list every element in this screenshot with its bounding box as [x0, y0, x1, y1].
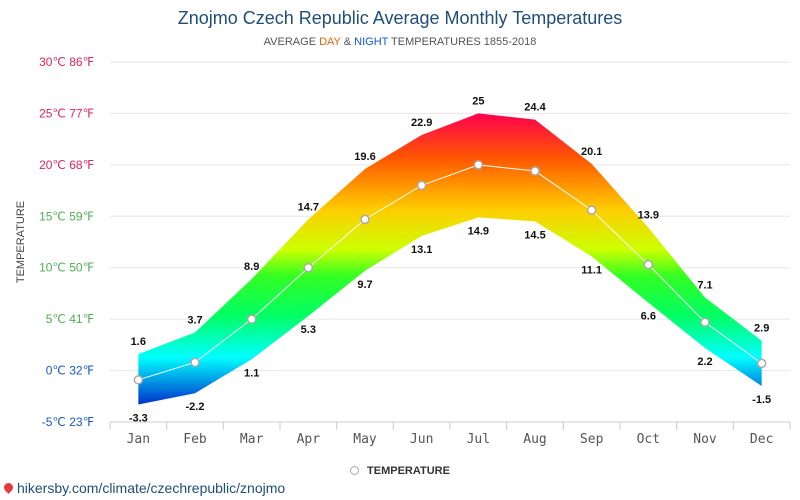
subtitle-night: NIGHT	[354, 36, 389, 48]
night-value-label: 11.1	[581, 264, 602, 276]
average-point[interactable]	[700, 317, 710, 327]
x-tick-label: Apr	[297, 432, 321, 447]
average-point[interactable]	[530, 166, 540, 176]
night-value-label: 13.1	[411, 244, 432, 256]
legend-marker-icon	[350, 465, 360, 475]
x-tick-label: Feb	[183, 432, 207, 447]
average-point[interactable]	[643, 259, 654, 270]
average-temperature-line	[138, 164, 762, 381]
day-value-label: 3.7	[187, 315, 202, 327]
y-tick-label: 25℃ 77℉	[39, 106, 94, 120]
night-value-label: 14.9	[468, 225, 489, 237]
chart-subtitle: AVERAGE DAY & NIGHT TEMPERATURES 1855-20…	[0, 36, 800, 48]
x-tick-label: Jun	[410, 432, 433, 447]
x-tick-label: Jan	[127, 432, 150, 447]
subtitle-day: DAY	[319, 36, 341, 48]
day-value-label: 19.6	[354, 151, 375, 163]
day-value-label: 22.9	[411, 117, 432, 129]
y-tick-label: 0℃ 32℉	[46, 364, 94, 378]
day-value-label: 2.9	[754, 323, 769, 335]
y-tick-label: 10℃ 50℉	[39, 261, 94, 275]
temperature-range-area	[138, 113, 762, 405]
day-value-label: 25	[472, 95, 484, 107]
x-tick-label: Jul	[467, 432, 490, 447]
chart-title: Znojmo Czech Republic Average Monthly Te…	[177, 8, 623, 28]
night-value-label: 14.5	[524, 229, 545, 241]
average-point[interactable]	[133, 375, 144, 385]
night-value-label: 1.1	[244, 367, 259, 379]
night-value-label: 5.3	[301, 324, 316, 336]
night-value-label: -1.5	[752, 394, 771, 406]
night-value-label: 2.2	[697, 356, 712, 368]
day-value-label: 24.4	[524, 102, 546, 114]
x-tick-label: Aug	[523, 432, 546, 447]
legend-label: TEMPERATURE	[367, 465, 450, 477]
y-tick-label: 30℃ 86℉	[39, 55, 94, 69]
day-value-label: 14.7	[298, 201, 319, 213]
location-pin-icon	[2, 481, 15, 495]
average-point[interactable]	[360, 214, 370, 225]
average-point[interactable]	[190, 357, 200, 368]
day-value-label: 1.6	[131, 336, 146, 348]
y-tick-label: 20℃ 68℉	[39, 158, 94, 172]
average-point[interactable]	[756, 358, 767, 369]
night-value-label: -3.3	[129, 413, 148, 425]
night-value-label: 6.6	[641, 311, 656, 323]
day-value-label: 8.9	[244, 261, 259, 273]
x-tick-label: Dec	[750, 432, 773, 447]
y-axis-title: TEMPERATURE	[15, 201, 27, 283]
x-tick-label: Oct	[637, 432, 660, 447]
subtitle-suffix: TEMPERATURES 1855-2018	[388, 36, 537, 48]
x-tick-label: Mar	[240, 432, 264, 447]
day-value-label: 13.9	[638, 210, 659, 222]
night-value-label: 9.7	[357, 279, 372, 291]
average-point[interactable]	[303, 262, 314, 273]
average-point[interactable]	[416, 180, 427, 191]
y-tick-label: 5℃ 41℉	[46, 312, 94, 326]
night-value-label: -2.2	[186, 401, 205, 413]
x-tick-label: May	[353, 432, 377, 447]
subtitle-prefix: AVERAGE	[263, 36, 320, 48]
source-link[interactable]: hikersby.com/climate/czechrepublic/znojm…	[2, 480, 286, 496]
x-tick-label: Sep	[580, 432, 604, 447]
x-tick-label: Nov	[693, 432, 717, 447]
source-url: hikersby.com/climate/czechrepublic/znojm…	[17, 480, 286, 496]
chart-legend[interactable]: TEMPERATURE	[0, 465, 800, 477]
day-value-label: 20.1	[581, 146, 602, 158]
y-tick-label: -5℃ 23℉	[42, 415, 94, 429]
average-point[interactable]	[586, 205, 597, 215]
day-value-label: 7.1	[697, 280, 712, 292]
subtitle-amp: &	[340, 36, 355, 48]
y-tick-label: 15℃ 59℉	[39, 209, 94, 223]
average-point[interactable]	[473, 160, 484, 170]
average-point[interactable]	[246, 314, 257, 324]
